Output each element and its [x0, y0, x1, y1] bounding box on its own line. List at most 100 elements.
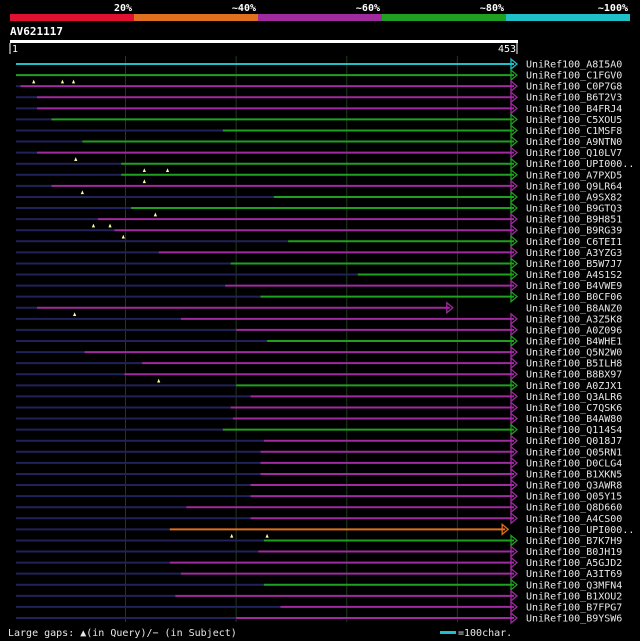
hit-row[interactable]: UniRef100_C0P7G8 [16, 79, 622, 93]
hit-label[interactable]: UniRef100_B9H851 [526, 215, 622, 226]
hit-label[interactable]: UniRef100_Q9LR64 [526, 181, 622, 192]
hit-row[interactable]: UniRef100_C1MSF8 [16, 124, 622, 137]
hit-row[interactable]: UniRef100_B5ILH8 [16, 356, 622, 370]
hit-row[interactable]: UniRef100_Q3ALR6 [16, 390, 622, 403]
hit-row[interactable]: UniRef100_UPI000.. [16, 522, 634, 538]
hit-label[interactable]: UniRef100_Q3ALR6 [526, 392, 622, 403]
hit-label[interactable]: UniRef100_B5W7J7 [526, 259, 622, 270]
hit-row[interactable]: UniRef100_C5XOU5 [16, 113, 622, 126]
hit-label[interactable]: UniRef100_A9NTN0 [526, 137, 622, 148]
hit-label[interactable]: UniRef100_UPI000.. [526, 159, 634, 170]
hit-label[interactable]: UniRef100_Q018J7 [526, 436, 622, 447]
hit-row[interactable]: UniRef100_Q10LV7 [16, 146, 622, 161]
hit-row[interactable]: UniRef100_Q3MFN4 [16, 578, 622, 592]
hit-label[interactable]: UniRef100_Q10LV7 [526, 148, 622, 159]
hit-row[interactable]: UniRef100_C6TEI1 [16, 234, 622, 248]
hit-row[interactable]: UniRef100_B0CF06 [16, 290, 622, 304]
hit-label[interactable]: UniRef100_Q5N2W0 [526, 348, 622, 359]
hit-label[interactable]: UniRef100_A0Z096 [526, 325, 622, 336]
hit-row[interactable]: UniRef100_Q9LR64 [16, 179, 622, 195]
hit-row[interactable]: UniRef100_B5W7J7 [16, 257, 622, 270]
hit-label[interactable]: UniRef100_A0ZJX1 [526, 381, 622, 392]
hit-row[interactable]: UniRef100_A3IT69 [16, 567, 622, 581]
hit-label[interactable]: UniRef100_Q05RN1 [526, 447, 622, 458]
hit-row[interactable]: UniRef100_B7FPG7 [16, 600, 622, 614]
hit-label[interactable]: UniRef100_A7PXD5 [526, 170, 622, 181]
hit-label[interactable]: UniRef100_Q8D660 [526, 503, 622, 514]
hit-label[interactable]: UniRef100_A3Z5K8 [526, 314, 622, 325]
hit-label[interactable]: UniRef100_A4CS00 [526, 514, 622, 525]
hit-label[interactable]: UniRef100_B8BX97 [526, 370, 622, 381]
hit-row[interactable]: UniRef100_B4FRJ4 [16, 101, 622, 115]
hit-row[interactable]: UniRef100_Q114S4 [16, 423, 622, 437]
hit-label[interactable]: UniRef100_C0P7G8 [526, 82, 622, 93]
hit-row[interactable]: UniRef100_A9SX82 [16, 190, 622, 204]
hit-row[interactable]: UniRef100_B9RG39 [16, 223, 622, 239]
hit-label[interactable]: UniRef100_A9SX82 [526, 192, 622, 203]
hit-row[interactable]: UniRef100_B1XOU2 [16, 589, 622, 603]
hit-label[interactable]: UniRef100_B9GTQ3 [526, 204, 622, 215]
hit-row[interactable]: UniRef100_Q05Y15 [16, 489, 622, 503]
hit-row[interactable]: UniRef100_B4AW80 [16, 412, 622, 426]
hit-row[interactable]: UniRef100_D0CLG4 [16, 456, 622, 470]
hit-row[interactable]: UniRef100_Q05RN1 [16, 445, 622, 459]
hit-label[interactable]: UniRef100_Q05Y15 [526, 492, 622, 503]
hit-label[interactable]: UniRef100_C1MSF8 [526, 126, 622, 137]
hit-label[interactable]: UniRef100_UPI000.. [526, 525, 634, 536]
hit-label[interactable]: UniRef100_C1FGV0 [526, 71, 622, 82]
hit-label[interactable]: UniRef100_B6T2V3 [526, 93, 622, 104]
hit-row[interactable]: UniRef100_B7K7H9 [16, 534, 622, 547]
hit-row[interactable]: UniRef100_B6T2V3 [16, 90, 622, 104]
hit-label[interactable]: UniRef100_Q3AWR8 [526, 481, 622, 492]
hit-label[interactable]: UniRef100_B7K7H9 [526, 536, 622, 547]
hit-label[interactable]: UniRef100_B4WHE1 [526, 337, 622, 348]
hit-row[interactable]: UniRef100_B9YSW6 [16, 611, 622, 625]
hit-row[interactable]: UniRef100_Q8D660 [16, 500, 622, 514]
hit-row[interactable]: UniRef100_Q3AWR8 [16, 478, 622, 492]
hit-label[interactable]: UniRef100_B7FPG7 [526, 602, 622, 613]
hit-label[interactable]: UniRef100_B5ILH8 [526, 359, 622, 370]
hit-row[interactable]: UniRef100_A0ZJX1 [16, 378, 622, 392]
hit-label[interactable]: UniRef100_B4FRJ4 [526, 104, 622, 115]
hit-label[interactable]: UniRef100_B9RG39 [526, 226, 622, 237]
hit-row[interactable]: UniRef100_B4WHE1 [16, 334, 622, 348]
hit-row[interactable]: UniRef100_A4S1S2 [16, 268, 622, 282]
hit-row[interactable]: UniRef100_UPI000.. [16, 157, 634, 173]
hit-label[interactable]: UniRef100_B0JH19 [526, 547, 622, 558]
hit-row[interactable]: UniRef100_B1XKN5 [16, 467, 622, 481]
hit-row[interactable]: UniRef100_A8I5A0 [16, 57, 622, 71]
hit-label[interactable]: UniRef100_A4S1S2 [526, 270, 622, 281]
hit-row[interactable]: UniRef100_A5GJD2 [16, 556, 622, 570]
hit-label[interactable]: UniRef100_C5XOU5 [526, 115, 622, 126]
hit-row[interactable]: UniRef100_A9NTN0 [16, 135, 622, 149]
hit-label[interactable]: UniRef100_A3YZG3 [526, 248, 622, 259]
hit-label[interactable]: UniRef100_A3IT69 [526, 569, 622, 580]
hit-label[interactable]: UniRef100_B1XOU2 [526, 591, 622, 602]
hit-row[interactable]: UniRef100_B9H851 [16, 212, 622, 228]
hit-row[interactable]: UniRef100_B8ANZ0 [16, 301, 622, 317]
hit-row[interactable]: UniRef100_A4CS00 [16, 511, 622, 525]
hit-label[interactable]: UniRef100_A8I5A0 [526, 60, 622, 71]
hit-row[interactable]: UniRef100_A7PXD5 [16, 168, 622, 184]
hit-row[interactable]: UniRef100_B8BX97 [16, 367, 622, 383]
hit-row[interactable]: UniRef100_A0Z096 [16, 323, 622, 337]
hit-row[interactable]: UniRef100_C7QSK6 [16, 401, 622, 414]
hit-label[interactable]: UniRef100_B8ANZ0 [526, 303, 622, 314]
hit-row[interactable]: UniRef100_Q018J7 [16, 434, 622, 448]
hit-row[interactable]: UniRef100_Q5N2W0 [16, 345, 622, 359]
hit-row[interactable]: UniRef100_B0JH19 [16, 545, 622, 559]
hit-row[interactable]: UniRef100_B9GTQ3 [16, 201, 622, 217]
hit-row[interactable]: UniRef100_A3Z5K8 [16, 312, 622, 326]
hit-label[interactable]: UniRef100_D0CLG4 [526, 458, 622, 469]
hit-label[interactable]: UniRef100_Q3MFN4 [526, 580, 622, 591]
hit-label[interactable]: UniRef100_B1XKN5 [526, 469, 622, 480]
hit-label[interactable]: UniRef100_Q114S4 [526, 425, 622, 436]
hit-label[interactable]: UniRef100_A5GJD2 [526, 558, 622, 569]
hit-row[interactable]: UniRef100_C1FGV0 [16, 68, 622, 84]
hit-label[interactable]: UniRef100_B0CF06 [526, 292, 622, 303]
hit-label[interactable]: UniRef100_B4AW80 [526, 414, 622, 425]
hit-row[interactable]: UniRef100_B4VWE9 [16, 279, 622, 293]
hit-label[interactable]: UniRef100_B9YSW6 [526, 614, 622, 625]
hit-label[interactable]: UniRef100_B4VWE9 [526, 281, 622, 292]
hit-label[interactable]: UniRef100_C7QSK6 [526, 403, 622, 414]
